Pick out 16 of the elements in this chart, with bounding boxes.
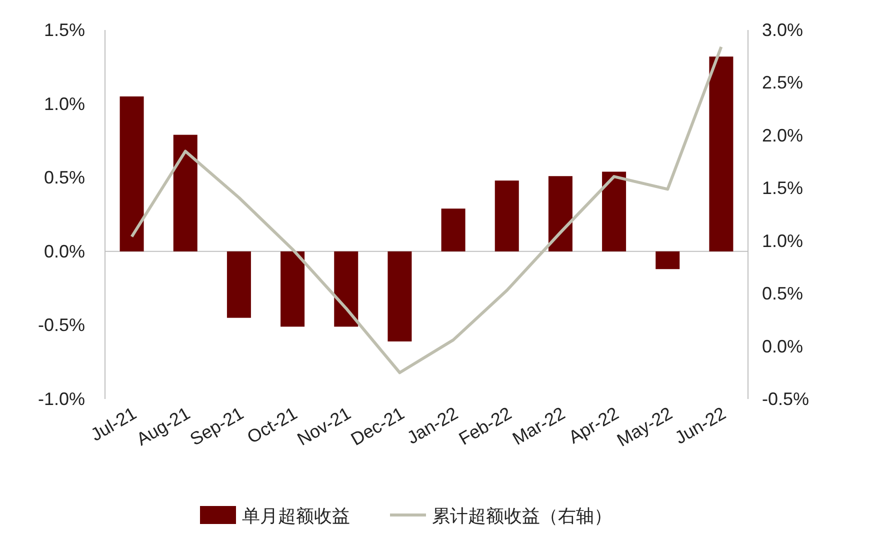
y2-tick-label: 2.0% bbox=[762, 125, 804, 146]
y2-tick-label: 0.0% bbox=[762, 336, 804, 356]
y2-tick-label: 1.0% bbox=[762, 230, 804, 251]
y-tick-label: -1.0% bbox=[38, 389, 85, 409]
y2-tick-label: 2.5% bbox=[762, 72, 804, 93]
y-tick-label: 0.0% bbox=[44, 241, 85, 262]
y-tick-label: 1.0% bbox=[44, 94, 85, 114]
y2-tick-label: 3.0% bbox=[762, 20, 804, 40]
y2-tick-label: 0.5% bbox=[762, 284, 804, 304]
legend-label: 单月超额收益 bbox=[242, 506, 350, 526]
y2-tick-label: 1.5% bbox=[762, 178, 804, 198]
y2-tick-label: -0.5% bbox=[762, 389, 810, 409]
y-tick-label: -0.5% bbox=[38, 315, 85, 336]
y-tick-label: 0.5% bbox=[44, 168, 85, 188]
legend-label: 累计超额收益（右轴） bbox=[432, 506, 612, 526]
y-tick-label: 1.5% bbox=[44, 20, 85, 40]
